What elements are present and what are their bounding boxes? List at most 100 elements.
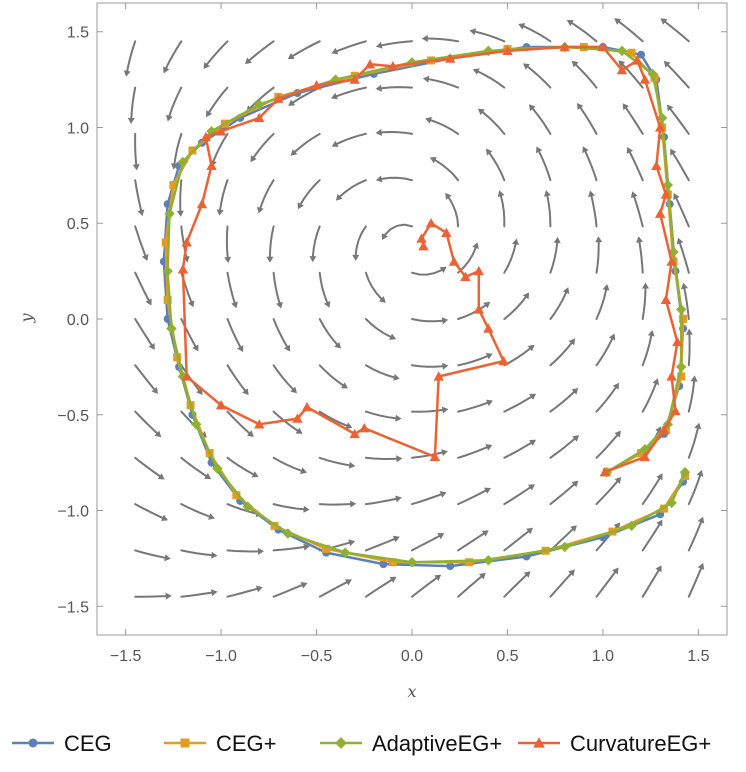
field-arrow — [571, 60, 598, 89]
data-point — [181, 237, 192, 247]
x-tick-label: 0.5 — [496, 648, 518, 665]
data-point — [662, 179, 674, 191]
field-arrow — [318, 456, 356, 469]
data-point — [444, 53, 456, 63]
field-arrow — [445, 192, 460, 228]
field-arrow — [641, 330, 655, 367]
field-arrow — [457, 301, 491, 320]
legend: CEG CEG+ AdaptiveEG+ CurvatureEG+ — [12, 731, 711, 756]
data-point — [406, 557, 418, 568]
field-arrow — [528, 104, 552, 135]
data-point — [364, 59, 376, 69]
field-arrow — [180, 456, 212, 480]
field-arrow — [318, 410, 353, 429]
field-arrow — [687, 469, 704, 506]
data-point — [301, 401, 313, 412]
data-point — [675, 304, 687, 315]
field-arrow — [503, 439, 536, 459]
field-arrow — [132, 132, 140, 171]
data-point — [483, 323, 494, 333]
data-point — [670, 405, 681, 416]
field-arrow — [318, 579, 352, 598]
data-point — [473, 304, 485, 314]
field-arrow — [216, 179, 229, 216]
field-arrow — [523, 63, 552, 89]
data-point — [322, 544, 331, 553]
field-arrow — [134, 225, 149, 261]
data-point — [177, 156, 189, 168]
data-point — [660, 189, 672, 199]
data-point — [282, 528, 294, 539]
field-arrow — [641, 473, 663, 506]
data-point — [446, 562, 455, 571]
field-arrow — [318, 500, 357, 508]
data-point — [232, 491, 241, 500]
field-arrow — [272, 318, 291, 352]
field-arrow — [318, 271, 331, 308]
field-arrow — [626, 147, 644, 182]
field-arrow — [364, 495, 402, 506]
field-arrow — [203, 40, 229, 69]
legend-marker — [180, 738, 190, 748]
field-arrow — [641, 378, 660, 413]
data-point — [359, 422, 370, 433]
data-point — [651, 160, 662, 170]
field-arrow — [364, 318, 397, 340]
field-arrow — [630, 191, 644, 228]
field-arrow — [176, 179, 184, 217]
data-point — [162, 265, 173, 277]
field-arrow — [457, 530, 489, 552]
field-arrow — [676, 237, 690, 274]
field-arrow — [582, 146, 598, 182]
data-point — [677, 372, 686, 381]
x-tick-label: 1.5 — [687, 648, 709, 665]
y-tick-label: 1.5 — [67, 25, 89, 42]
data-point — [163, 295, 172, 304]
data-point — [254, 419, 265, 429]
field-arrow — [364, 576, 397, 598]
legend-label: CEG+ — [216, 731, 277, 756]
data-point — [639, 74, 651, 84]
field-arrow — [622, 103, 644, 135]
legend-item: CEG — [12, 731, 112, 756]
field-arrow — [411, 449, 448, 459]
field-arrow — [134, 318, 155, 350]
data-point — [169, 180, 178, 189]
field-arrow — [163, 40, 183, 74]
field-arrow — [687, 422, 702, 459]
data-point — [273, 93, 284, 103]
field-arrow — [595, 333, 616, 367]
field-arrow — [364, 535, 400, 552]
legend-label: CurvatureEG+ — [570, 731, 711, 756]
y-tick-label: 0.5 — [67, 216, 89, 233]
data-point — [647, 68, 658, 80]
field-arrow — [503, 238, 519, 274]
legend-label: AdaptiveEG+ — [372, 731, 502, 756]
data-point — [473, 265, 485, 276]
field-arrow — [549, 338, 576, 367]
field-arrow — [134, 179, 145, 217]
field-arrow — [226, 456, 259, 478]
data-point — [242, 501, 254, 512]
field-arrow — [549, 569, 575, 598]
field-arrow — [134, 549, 171, 562]
field-arrow — [134, 364, 158, 394]
data-point — [212, 463, 223, 474]
legend-label: CEG — [64, 731, 112, 756]
data-point — [626, 520, 637, 532]
field-arrow — [614, 18, 644, 43]
data-point — [441, 227, 452, 237]
data-point — [672, 336, 683, 347]
field-arrow — [224, 225, 232, 263]
data-point — [206, 160, 217, 170]
field-arrow — [134, 456, 165, 480]
x-axis-label: x — [407, 682, 416, 701]
field-arrow — [641, 565, 662, 598]
data-point — [191, 419, 202, 430]
field-arrow — [486, 148, 506, 182]
field-arrow — [250, 132, 275, 163]
data-point — [425, 218, 437, 228]
field-arrow — [335, 179, 367, 201]
x-tick-label: −1.0 — [205, 648, 237, 665]
field-arrow — [381, 223, 413, 240]
